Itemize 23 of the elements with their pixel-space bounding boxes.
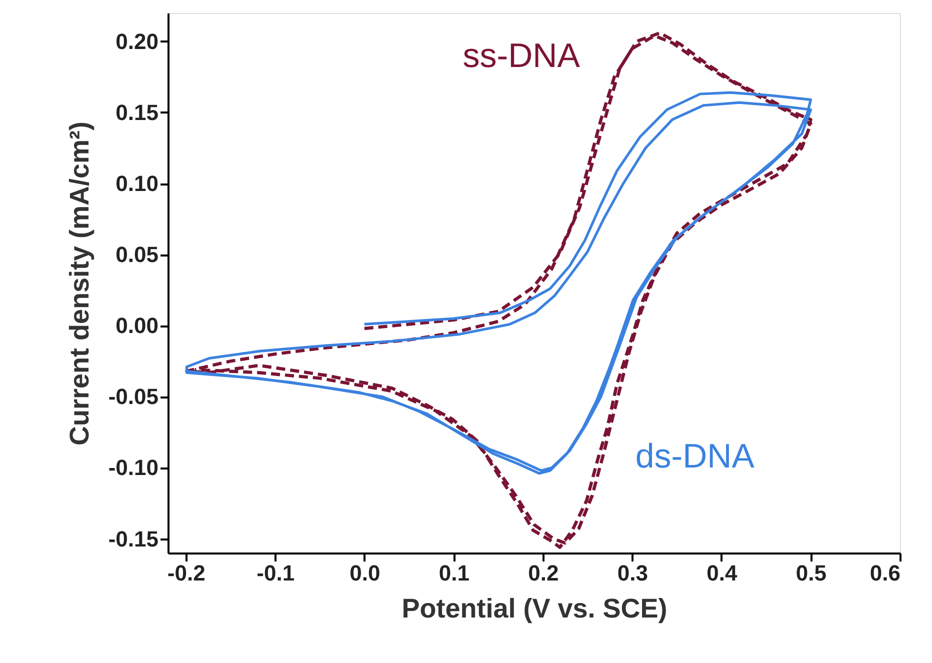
y-tick-label: 0.05 — [116, 242, 158, 268]
y-tick-label: 0.00 — [116, 313, 158, 338]
series-label: ss-DNA — [462, 36, 580, 75]
y-tick-label: 0.10 — [116, 171, 158, 196]
y-axis-title: Current density (mA/cm²) — [64, 121, 94, 446]
x-tick-label: 0.2 — [528, 560, 559, 586]
line-series — [184, 91, 812, 475]
x-tick-label: 0.6 — [870, 560, 900, 586]
x-tick-label: -0.1 — [256, 560, 295, 586]
y-tick-label: -0.05 — [108, 384, 158, 410]
series-label: ds-DNA — [635, 437, 755, 476]
y-tick-label: -0.15 — [108, 526, 158, 552]
y-tick-label: -0.10 — [108, 455, 158, 480]
y-tick-label: 0.15 — [116, 100, 158, 125]
x-tick-label: -0.2 — [167, 560, 206, 586]
line-series — [185, 31, 812, 549]
x-tick-label: 0.3 — [617, 560, 648, 586]
x-tick-label: 0.0 — [350, 560, 380, 586]
x-tick-label: 0.5 — [796, 560, 827, 586]
x-tick-label: 0.1 — [438, 560, 470, 586]
x-axis-title: Potential (V vs. SCE) — [402, 594, 668, 624]
x-tick-label: 0.4 — [706, 560, 738, 586]
y-tick-label: 0.20 — [116, 28, 158, 54]
